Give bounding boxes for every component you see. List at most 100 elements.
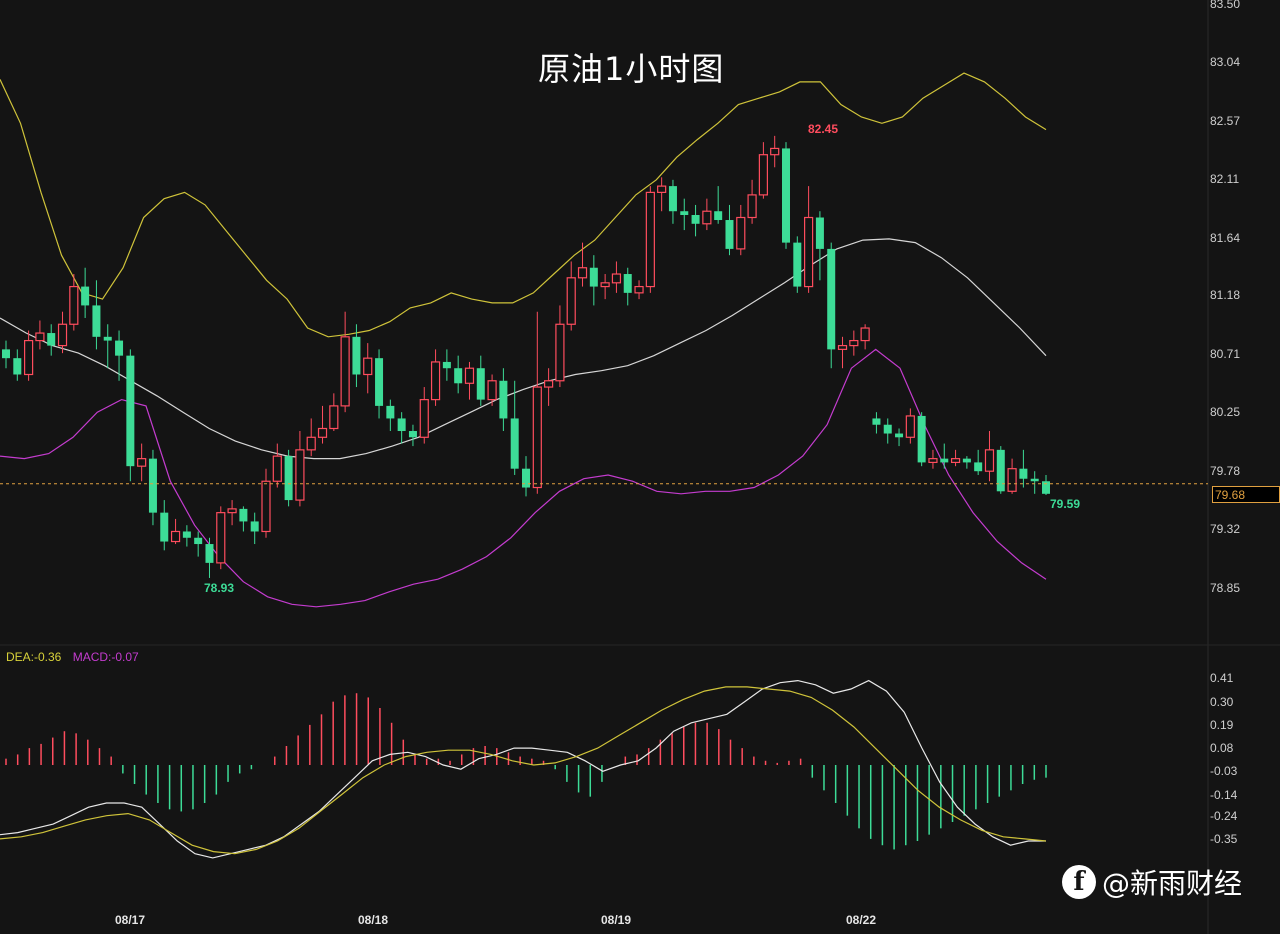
candle-up [464,367,475,384]
candle-up [555,323,565,382]
candle-down [499,380,508,419]
candle-up [758,154,768,196]
candle-up [770,147,780,156]
candle-down [375,358,384,406]
candle-up [860,327,870,342]
candle-down [996,449,1005,492]
candle-up [227,508,237,514]
low-price-label: 78.93 [204,581,235,595]
candle-down [397,418,406,432]
time-tick-label: 08/17 [115,913,146,927]
candle-down [793,242,802,287]
price-tick-label: 82.11 [1210,171,1240,186]
candle-down [872,418,881,425]
candle-down [103,336,112,341]
f-logo-icon: f [1062,865,1096,899]
candle-up [295,449,305,501]
candle-down [476,368,485,400]
candle-down [827,248,836,350]
candle-down [917,415,926,463]
candle-up [261,480,271,533]
macd-tick-label: -0.03 [1210,764,1238,779]
candle-up [57,323,68,347]
time-tick-label: 08/18 [358,913,389,927]
bollinger-middle-line [0,238,1047,460]
candle-down [623,274,632,293]
candle-down [589,267,598,287]
price-tick-label: 80.25 [1210,405,1241,420]
candle-up [24,339,34,376]
candle-up [170,530,181,543]
candle-down [714,211,723,221]
candle-up [69,285,79,325]
candle-down [815,217,824,249]
price-tick-label: 83.04 [1210,54,1241,69]
price-tick-label: 81.18 [1210,288,1241,303]
candle-up [804,216,814,288]
candle-up [216,512,226,564]
candle-up [600,282,610,288]
price-tick-label: 79.32 [1210,521,1241,536]
time-tick-label: 08/22 [846,913,877,927]
candle-up [611,273,622,284]
candle-up [272,455,282,482]
watermark: f @新雨财经 [1062,862,1242,902]
candle-down [782,148,790,243]
macd-legend-value: MACD:-0.07 [72,650,139,664]
price-tick-label: 79.78 [1210,464,1241,479]
macd-tick-label: 0.08 [1210,741,1234,756]
macd-tick-label: 0.30 [1210,694,1234,709]
candle-up [950,458,961,464]
candle-up [645,191,655,288]
candle-down [205,544,214,563]
price-tick-label: 80.71 [1210,347,1241,362]
candle-down [92,305,101,337]
candle-up [928,458,938,464]
candle-up [577,267,588,279]
price-tick-label: 83.50 [1210,0,1241,11]
watermark-text: @新雨财经 [1102,867,1243,900]
candle-down [680,211,689,215]
candle-down [1042,481,1050,494]
candle-up [430,361,441,401]
candle-down [940,458,949,463]
candle-up [544,380,554,388]
candle-down [454,368,463,384]
bollinger-upper-line [0,72,1047,338]
candle-down [352,336,361,375]
candle-up [419,399,429,438]
current-price-tag: 79.68 [1212,486,1280,503]
macd-tick-label: -0.14 [1210,787,1238,802]
high-price-label: 82.45 [808,122,839,136]
macd-legend: DEA:-0.36 MACD:-0.07 [6,650,139,664]
candle-down [883,424,892,434]
candle-up [566,277,576,325]
time-tick-label: 08/19 [601,913,632,927]
candle-down [1019,468,1028,479]
candle-up [317,427,328,438]
candle-up [736,216,746,250]
candle-down [148,458,157,513]
candle-down [974,462,983,472]
candle-down [47,333,56,346]
candle-down [126,355,135,467]
candle-down [408,431,417,438]
candle-up [837,345,848,350]
candle-up [35,332,45,342]
candle-down [386,405,395,419]
dif-line [0,679,1046,859]
macd-tick-label: 0.41 [1210,671,1234,686]
candle-down [2,349,10,359]
candle-down [182,531,191,538]
candle-up [532,386,542,489]
candle-up [984,449,995,472]
candle-up [747,194,757,219]
candle-up [340,336,350,407]
candle-up [363,357,373,376]
candle-up [634,285,644,294]
chart-title: 原油1小时图 [538,50,725,88]
candle-up [905,415,915,438]
bollinger-lower-line [0,348,1047,608]
candle-down [522,468,530,488]
